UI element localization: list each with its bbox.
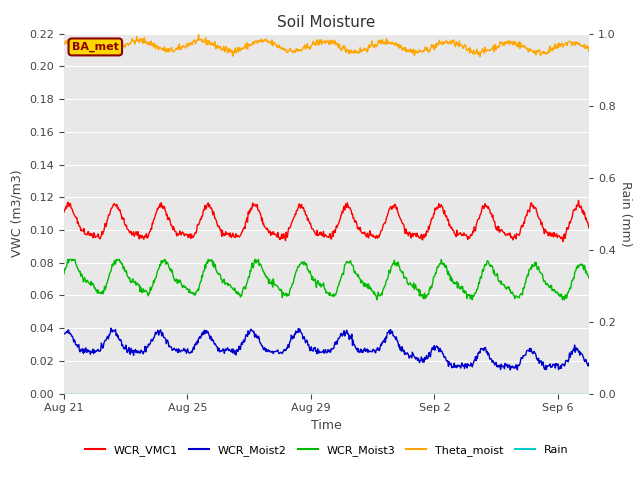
WCR_VMC1 xyxy=(120,216,128,221)
Rain xyxy=(120,391,128,396)
WCR_VMC1 xyxy=(131,232,139,238)
WCR_VMC1 xyxy=(376,231,384,237)
Title: Soil Moisture: Soil Moisture xyxy=(277,15,376,30)
WCR_Moist3 xyxy=(60,271,68,276)
Rain xyxy=(376,391,384,396)
WCR_Moist2 xyxy=(585,360,593,366)
WCR_VMC1 xyxy=(166,218,174,224)
WCR_Moist2 xyxy=(107,325,115,331)
Rain xyxy=(332,391,340,396)
Rain xyxy=(131,391,139,396)
WCR_Moist2 xyxy=(506,367,514,373)
WCR_VMC1 xyxy=(585,225,593,230)
Rain xyxy=(461,391,469,396)
WCR_Moist3 xyxy=(377,292,385,298)
WCR_VMC1 xyxy=(332,226,340,232)
Theta_moist xyxy=(333,40,340,46)
WCR_Moist2 xyxy=(462,363,470,369)
WCR_Moist2 xyxy=(333,338,340,344)
Theta_moist xyxy=(131,41,139,47)
WCR_Moist3 xyxy=(585,275,593,281)
WCR_VMC1 xyxy=(60,209,68,215)
Theta_moist xyxy=(462,43,470,48)
WCR_Moist2 xyxy=(132,347,140,352)
Text: BA_met: BA_met xyxy=(72,42,119,52)
Rain xyxy=(60,391,68,396)
Theta_moist xyxy=(60,40,68,46)
WCR_Moist3 xyxy=(121,268,129,274)
Rain xyxy=(585,391,593,396)
WCR_Moist2 xyxy=(377,341,385,347)
WCR_Moist2 xyxy=(60,331,68,337)
WCR_Moist2 xyxy=(167,344,175,349)
WCR_Moist3 xyxy=(462,288,470,294)
WCR_Moist3 xyxy=(167,266,175,272)
Theta_moist xyxy=(377,39,385,45)
WCR_VMC1 xyxy=(575,197,582,203)
WCR_Moist3 xyxy=(561,297,568,303)
Theta_moist xyxy=(166,47,174,53)
Line: Theta_moist: Theta_moist xyxy=(64,35,589,57)
WCR_VMC1 xyxy=(559,239,567,244)
Theta_moist xyxy=(120,43,128,49)
Line: WCR_Moist2: WCR_Moist2 xyxy=(64,328,589,370)
Rain xyxy=(166,391,174,396)
WCR_Moist3 xyxy=(333,290,340,296)
Line: WCR_Moist3: WCR_Moist3 xyxy=(64,259,589,300)
WCR_Moist2 xyxy=(121,345,129,351)
Y-axis label: Rain (mm): Rain (mm) xyxy=(620,181,632,246)
Theta_moist xyxy=(476,54,484,60)
Legend: WCR_VMC1, WCR_Moist2, WCR_Moist3, Theta_moist, Rain: WCR_VMC1, WCR_Moist2, WCR_Moist3, Theta_… xyxy=(80,440,573,460)
Theta_moist xyxy=(585,48,593,54)
WCR_Moist3 xyxy=(64,256,72,262)
Theta_moist xyxy=(195,32,202,37)
Y-axis label: VWC (m3/m3): VWC (m3/m3) xyxy=(11,170,24,257)
WCR_VMC1 xyxy=(461,232,469,238)
Line: WCR_VMC1: WCR_VMC1 xyxy=(64,200,589,241)
X-axis label: Time: Time xyxy=(311,419,342,432)
WCR_Moist3 xyxy=(132,278,140,284)
